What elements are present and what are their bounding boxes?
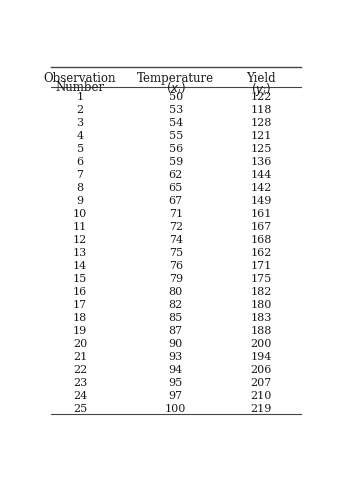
Text: Observation: Observation: [44, 72, 116, 85]
Text: 75: 75: [169, 248, 183, 258]
Text: 183: 183: [250, 314, 272, 324]
Text: 175: 175: [250, 274, 271, 284]
Text: 207: 207: [250, 378, 271, 389]
Text: 53: 53: [169, 105, 183, 115]
Text: 8: 8: [76, 183, 84, 193]
Text: 72: 72: [169, 222, 183, 232]
Text: 219: 219: [250, 405, 272, 414]
Text: 19: 19: [73, 327, 87, 336]
Text: 15: 15: [73, 274, 87, 284]
Text: 9: 9: [76, 196, 84, 206]
Text: 210: 210: [250, 392, 272, 402]
Text: 149: 149: [250, 196, 272, 206]
Text: 125: 125: [250, 144, 272, 154]
Text: 82: 82: [169, 300, 183, 310]
Text: Number: Number: [56, 81, 105, 94]
Text: 62: 62: [169, 170, 183, 180]
Text: 21: 21: [73, 352, 87, 362]
Text: 182: 182: [250, 287, 272, 297]
Text: 17: 17: [73, 300, 87, 310]
Text: 65: 65: [169, 183, 183, 193]
Text: 95: 95: [169, 378, 183, 389]
Text: 188: 188: [250, 327, 272, 336]
Text: 22: 22: [73, 365, 87, 375]
Text: 74: 74: [169, 235, 183, 246]
Text: 94: 94: [169, 365, 183, 375]
Text: 167: 167: [250, 222, 271, 232]
Text: 97: 97: [169, 392, 183, 402]
Text: 14: 14: [73, 261, 87, 271]
Text: 11: 11: [73, 222, 87, 232]
Text: Yield: Yield: [246, 72, 276, 85]
Text: 67: 67: [169, 196, 183, 206]
Text: 3: 3: [76, 118, 84, 128]
Text: 16: 16: [73, 287, 87, 297]
Text: 10: 10: [73, 209, 87, 219]
Text: 5: 5: [76, 144, 84, 154]
Text: 93: 93: [169, 352, 183, 362]
Text: 50: 50: [169, 92, 183, 102]
Text: 121: 121: [250, 131, 272, 141]
Text: 54: 54: [169, 118, 183, 128]
Text: 79: 79: [169, 274, 183, 284]
Text: Temperature: Temperature: [137, 72, 214, 85]
Text: 162: 162: [250, 248, 272, 258]
Text: 55: 55: [169, 131, 183, 141]
Text: 76: 76: [169, 261, 183, 271]
Text: 144: 144: [250, 170, 272, 180]
Text: 128: 128: [250, 118, 272, 128]
Text: 206: 206: [250, 365, 272, 375]
Text: 6: 6: [76, 157, 84, 167]
Text: $(x_i)$: $(x_i)$: [166, 81, 186, 97]
Text: 59: 59: [169, 157, 183, 167]
Text: $(y_i)$: $(y_i)$: [251, 81, 271, 98]
Text: 12: 12: [73, 235, 87, 246]
Text: 7: 7: [76, 170, 84, 180]
Text: 85: 85: [169, 314, 183, 324]
Text: 180: 180: [250, 300, 272, 310]
Text: 142: 142: [250, 183, 272, 193]
Text: 171: 171: [250, 261, 271, 271]
Text: 161: 161: [250, 209, 272, 219]
Text: 23: 23: [73, 378, 87, 389]
Text: 87: 87: [169, 327, 183, 336]
Text: 168: 168: [250, 235, 272, 246]
Text: 18: 18: [73, 314, 87, 324]
Text: 90: 90: [169, 339, 183, 349]
Text: 24: 24: [73, 392, 87, 402]
Text: 13: 13: [73, 248, 87, 258]
Text: 56: 56: [169, 144, 183, 154]
Text: 71: 71: [169, 209, 183, 219]
Text: 4: 4: [76, 131, 84, 141]
Text: 194: 194: [250, 352, 272, 362]
Text: 136: 136: [250, 157, 272, 167]
Text: 80: 80: [169, 287, 183, 297]
Text: 122: 122: [250, 92, 272, 102]
Text: 118: 118: [250, 105, 272, 115]
Text: 1: 1: [76, 92, 84, 102]
Text: 20: 20: [73, 339, 87, 349]
Text: 25: 25: [73, 405, 87, 414]
Text: 200: 200: [250, 339, 272, 349]
Text: 100: 100: [165, 405, 187, 414]
Text: 2: 2: [76, 105, 84, 115]
